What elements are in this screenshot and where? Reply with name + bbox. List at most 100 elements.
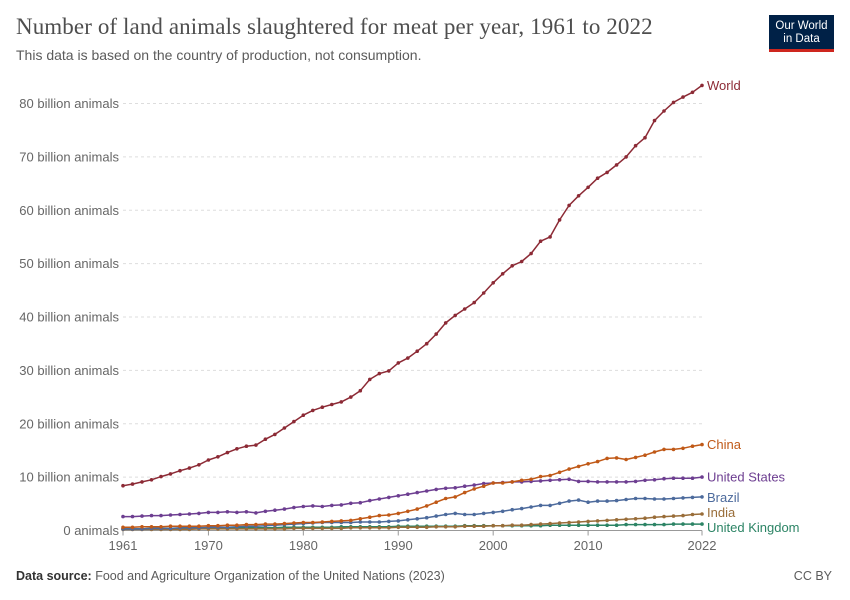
data-point-united-states	[472, 483, 477, 487]
data-point-india	[301, 526, 306, 531]
data-point-united-kingdom	[690, 522, 695, 526]
data-point-india	[652, 515, 657, 519]
data-point-world	[434, 332, 439, 336]
x-tick-label: 2000	[479, 538, 508, 553]
data-point-brazil	[586, 500, 590, 505]
data-point-india	[244, 527, 249, 531]
data-point-world	[121, 483, 125, 488]
data-point-china	[330, 519, 334, 524]
data-point-brazil	[481, 511, 486, 516]
data-point-united-kingdom	[643, 522, 647, 527]
data-point-india	[320, 526, 325, 531]
data-point-china	[406, 509, 410, 514]
data-point-world	[292, 419, 296, 424]
data-point-united-states	[178, 512, 182, 517]
data-point-china	[339, 519, 344, 523]
data-point-world	[415, 349, 420, 354]
data-point-china	[462, 490, 467, 495]
data-point-brazil	[700, 495, 704, 499]
data-point-india	[434, 525, 439, 529]
data-point-world	[491, 281, 496, 285]
data-point-brazil	[472, 512, 477, 517]
data-point-world	[320, 405, 325, 410]
data-point-china	[700, 442, 704, 447]
data-point-united-states	[576, 479, 581, 484]
data-point-brazil	[548, 503, 552, 508]
data-point-china	[358, 517, 363, 521]
data-point-india	[368, 526, 372, 530]
data-point-india	[339, 526, 344, 531]
data-point-india	[605, 518, 609, 523]
data-point-united-states	[652, 478, 657, 482]
data-point-united-states	[633, 479, 638, 484]
data-point-united-states	[662, 476, 666, 481]
data-point-world	[510, 264, 514, 268]
data-point-united-states	[358, 500, 363, 505]
data-point-china	[244, 522, 249, 527]
data-point-china	[491, 481, 496, 485]
data-point-china	[311, 520, 315, 525]
data-point-united-states	[121, 514, 125, 519]
logo-line-2: in Data	[783, 33, 820, 45]
data-point-india	[681, 513, 685, 518]
data-point-world	[349, 395, 353, 399]
data-point-china	[443, 496, 448, 501]
data-point-world	[424, 341, 429, 346]
x-tick-label: 1961	[109, 538, 138, 553]
data-point-china	[548, 473, 552, 478]
data-point-brazil	[406, 518, 410, 522]
data-point-china	[633, 455, 638, 460]
data-point-china	[159, 525, 163, 529]
data-point-brazil	[643, 496, 647, 501]
data-point-india	[472, 524, 477, 528]
data-point-india	[500, 523, 505, 528]
data-point-world	[462, 307, 467, 311]
data-point-china	[415, 507, 420, 511]
data-point-united-states	[406, 492, 410, 497]
y-tick-label: 70 billion animals	[19, 149, 119, 164]
data-source-text: Food and Agriculture Organization of the…	[95, 569, 445, 583]
data-point-china	[472, 487, 477, 491]
data-point-china	[567, 467, 571, 471]
data-point-india	[557, 521, 562, 525]
data-point-united-kingdom	[700, 522, 704, 526]
owid-logo[interactable]: Our World in Data	[769, 15, 834, 52]
data-point-brazil	[652, 497, 657, 501]
data-point-world	[168, 472, 173, 476]
data-point-china	[168, 524, 173, 528]
data-point-united-states	[586, 479, 590, 484]
data-point-united-states	[643, 478, 647, 483]
data-point-world	[263, 437, 268, 442]
data-point-china	[557, 470, 562, 475]
data-point-world	[387, 369, 391, 373]
data-point-world	[358, 388, 363, 393]
data-point-india	[633, 517, 638, 521]
y-tick-label: 50 billion animals	[19, 256, 119, 271]
data-point-brazil	[671, 496, 676, 501]
data-point-world	[301, 413, 306, 418]
data-point-united-states	[263, 509, 268, 514]
data-point-united-states	[453, 486, 458, 490]
data-point-world	[548, 235, 552, 239]
data-point-world	[273, 432, 277, 437]
data-point-united-states	[330, 503, 334, 508]
data-point-united-states	[567, 477, 571, 482]
data-point-india	[576, 520, 581, 524]
data-point-china	[225, 523, 230, 527]
data-point-brazil	[662, 497, 666, 501]
data-point-united-kingdom	[671, 522, 676, 526]
data-point-world	[633, 143, 638, 148]
data-point-brazil	[624, 497, 628, 502]
data-point-united-states	[481, 481, 486, 486]
data-point-china	[206, 523, 211, 528]
data-point-brazil	[595, 499, 600, 503]
data-point-world	[244, 444, 249, 449]
license-link[interactable]: CC BY	[793, 569, 832, 583]
data-point-india	[415, 525, 420, 530]
data-point-brazil	[434, 514, 439, 518]
data-point-india	[586, 519, 590, 524]
data-point-world	[130, 482, 135, 486]
data-point-world	[368, 377, 372, 382]
data-point-china	[586, 462, 590, 466]
data-point-india	[406, 525, 410, 530]
